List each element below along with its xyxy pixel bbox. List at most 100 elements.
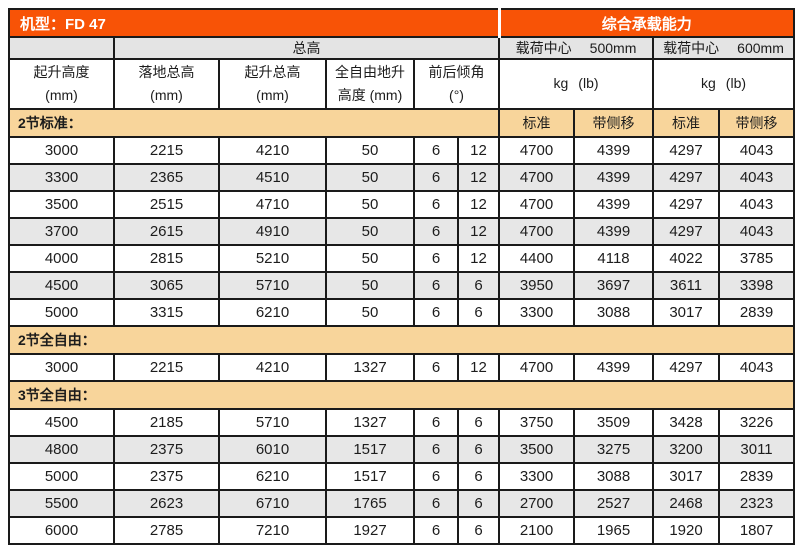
data-cell: 5500	[8, 489, 115, 518]
capacity-subheader: 带侧移	[718, 108, 796, 138]
data-cell: 4118	[573, 244, 655, 273]
data-cell: 3697	[573, 271, 655, 300]
data-cell: 4297	[652, 136, 721, 165]
data-cell: 50	[325, 217, 415, 246]
data-cell: 4043	[718, 190, 796, 219]
blank-cell	[8, 36, 115, 60]
data-cell: 4399	[573, 136, 655, 165]
data-cell: 12	[456, 244, 501, 273]
data-cell: 2700	[498, 489, 576, 518]
table-row: 4000 2815 5210 50 6 12 4400 4118 4022 3785	[8, 244, 796, 273]
data-cell: 6	[456, 271, 501, 300]
data-cell: 6	[413, 163, 459, 192]
data-cell: 4399	[573, 353, 655, 382]
load-center-value: 600mm	[737, 40, 784, 56]
data-cell: 4399	[573, 217, 655, 246]
data-cell: 3200	[652, 435, 721, 464]
data-cell: 6	[413, 462, 459, 491]
data-cell: 6010	[218, 435, 327, 464]
section-header-row: 2节标准： 标准 带侧移 标准 带侧移	[7, 108, 796, 138]
load-center-500-header: 载荷中心 500mm	[498, 36, 655, 60]
data-cell: 4297	[652, 163, 721, 192]
data-cell: 50	[325, 244, 415, 273]
data-cell: 4022	[652, 244, 721, 273]
data-cell: 6	[456, 489, 501, 518]
data-cell: 2100	[498, 516, 576, 545]
data-cell: 2615	[113, 217, 220, 246]
data-cell: 50	[325, 298, 415, 327]
forklift-spec-table: 机型：FD 47 综合承载能力 总高 载荷中心 500mm 载荷中心 600mm 起…	[7, 8, 796, 545]
data-cell: 6	[413, 136, 459, 165]
col-tilt-angle: 前后倾角 (°)	[412, 58, 501, 110]
table-row: 3000 2215 4210 50 6 12 4700 4399 4297 4043	[8, 136, 796, 165]
data-cell: 4700	[498, 217, 576, 246]
data-cell: 4043	[718, 353, 796, 382]
data-cell: 3017	[652, 462, 721, 491]
data-cell: 3088	[573, 462, 655, 491]
data-cell: 3785	[718, 244, 796, 273]
data-cell: 2623	[113, 489, 220, 518]
data-cell: 5000	[8, 298, 115, 327]
data-cell: 6710	[218, 489, 327, 518]
data-cell: 4700	[498, 136, 576, 165]
data-cell: 2785	[113, 516, 220, 545]
lb-unit: (lb)	[725, 75, 747, 92]
load-center-600-header: 载荷中心 600mm	[652, 36, 796, 60]
load-center-label: 载荷中心	[515, 40, 572, 56]
col-extended-height: 起升总高 (mm)	[218, 58, 327, 110]
data-cell: 3065	[113, 271, 220, 300]
data-cell: 3750	[498, 408, 576, 437]
table-row: 5500 2623 6710 1765 6 6 2700 2527 2468 2323	[8, 489, 796, 518]
table-row: 6000 2785 7210 1927 6 6 2100 1965 1920 1807	[8, 516, 796, 545]
data-cell: 2375	[113, 462, 220, 491]
spec-table-body: 2节标准： 标准 带侧移 标准 带侧移 3000 2215 4210 50 6 12 4700 4399…	[7, 108, 796, 545]
data-cell: 2215	[113, 136, 220, 165]
data-cell: 6000	[8, 516, 115, 545]
data-cell: 4210	[218, 136, 327, 165]
data-cell: 6	[456, 298, 501, 327]
table-row: 4500 3065 5710 50 6 6 3950 3697 3611 3398	[8, 271, 796, 300]
data-cell: 1765	[325, 489, 415, 518]
table-row: 5000 3315 6210 50 6 6 3300 3088 3017 2839	[8, 298, 796, 327]
data-cell: 1920	[652, 516, 721, 545]
data-cell: 6	[456, 408, 501, 437]
col-capacity-600-unit: kg (lb)	[652, 58, 796, 110]
data-cell: 4400	[498, 244, 576, 273]
data-cell: 6	[413, 435, 459, 464]
data-cell: 3300	[498, 462, 576, 491]
data-cell: 3611	[652, 271, 721, 300]
data-cell: 2375	[113, 435, 220, 464]
col-lift-height: 起升高度 (mm)	[8, 58, 115, 110]
data-cell: 3000	[8, 353, 115, 382]
section-label: 3节全自由：	[7, 380, 796, 410]
data-cell: 4500	[8, 408, 115, 437]
lb-unit: (lb)	[578, 75, 599, 92]
capacity-subheader: 标准	[498, 108, 576, 138]
data-cell: 50	[325, 136, 415, 165]
data-cell: 2365	[113, 163, 220, 192]
data-cell: 6	[413, 353, 459, 382]
data-cell: 2839	[718, 298, 796, 327]
kg-unit: kg	[553, 75, 569, 92]
data-cell: 3315	[113, 298, 220, 327]
group-header-row: 总高 载荷中心 500mm 载荷中心 600mm	[8, 36, 796, 60]
data-cell: 4800	[8, 435, 115, 464]
data-cell: 6	[456, 516, 501, 545]
data-cell: 50	[325, 163, 415, 192]
data-cell: 1327	[325, 408, 415, 437]
load-center-value: 500mm	[589, 40, 637, 56]
table-row: 3500 2515 4710 50 6 12 4700 4399 4297 4043	[8, 190, 796, 219]
data-cell: 1327	[325, 353, 415, 382]
data-cell: 2323	[718, 489, 796, 518]
data-cell: 5710	[218, 271, 327, 300]
data-cell: 3275	[573, 435, 655, 464]
table-row: 4800 2375 6010 1517 6 6 3500 3275 3200 3011	[8, 435, 796, 464]
data-cell: 4700	[498, 163, 576, 192]
table-row: 3000 2215 4210 1327 6 12 4700 4399 4297 4043	[8, 353, 796, 382]
data-cell: 3500	[498, 435, 576, 464]
load-center-label: 载荷中心	[663, 40, 720, 56]
data-cell: 3950	[498, 271, 576, 300]
data-cell: 6	[456, 462, 501, 491]
data-cell: 1965	[573, 516, 655, 545]
